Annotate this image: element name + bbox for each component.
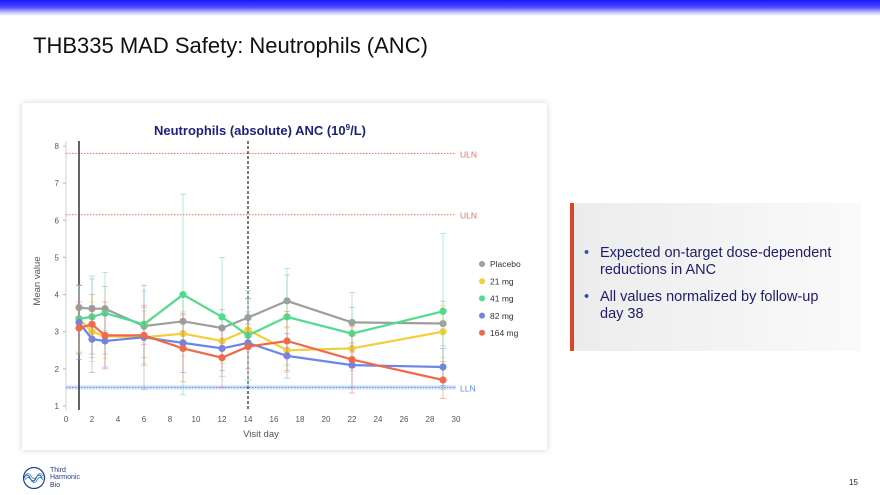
y-axis-label: Mean value <box>32 256 43 305</box>
legend-label: 164 mg <box>490 328 519 338</box>
bullet-2-text: All values normalized by follow-up day 3… <box>600 289 819 322</box>
series-group <box>75 193 447 399</box>
data-point <box>244 342 252 351</box>
logo-line-2: Harmonic <box>50 474 80 482</box>
data-point <box>439 307 447 315</box>
logo-line-3: Bio <box>50 481 61 489</box>
legend-marker <box>479 295 485 302</box>
legend-marker <box>479 278 485 285</box>
y-tick-label: 7 <box>55 179 60 188</box>
key-points-box: • Expected on-target dose-dependent reduc… <box>570 203 861 351</box>
x-tick-label: 28 <box>426 415 435 424</box>
x-tick-label: 6 <box>142 415 147 424</box>
series-line <box>78 323 444 382</box>
data-point <box>283 337 291 345</box>
x-tick-label: 10 <box>192 415 201 424</box>
slide-title: THB335 MAD Safety: Neutrophils (ANC) <box>33 33 428 58</box>
reference-label-uln: ULN <box>460 211 477 221</box>
x-tick-label: 16 <box>270 415 279 424</box>
legend-label: 41 mg <box>490 294 514 304</box>
data-point <box>88 320 96 328</box>
data-point <box>218 313 226 321</box>
reference-label-uln: ULN <box>460 149 477 159</box>
y-tick-label: 8 <box>55 142 60 151</box>
chart-title-end: /L) <box>350 123 366 138</box>
data-point <box>101 331 109 340</box>
data-point <box>75 324 83 332</box>
legend-label: 82 mg <box>490 311 514 321</box>
anc-line-chart: Neutrophils (absolute) ANC (109/L) 12345… <box>32 123 521 440</box>
bullet-2: • All values normalized by follow-up day … <box>584 289 843 323</box>
y-tick-label: 6 <box>55 216 60 225</box>
x-tick-label: 4 <box>116 415 121 424</box>
legend: Placebo 21 mg 41 mg 82 mg 164 mg <box>479 259 521 338</box>
data-point <box>439 376 447 384</box>
legend-marker <box>479 329 485 336</box>
series-line <box>78 293 444 337</box>
harmonic-waves-icon <box>22 466 46 490</box>
page-number: 15 <box>849 478 858 487</box>
reference-lines: ULN ULN LLN <box>66 141 477 410</box>
x-axis-label: Visit day <box>243 429 279 440</box>
data-point <box>179 344 187 353</box>
x-tick-label: 22 <box>348 415 357 424</box>
data-point <box>218 354 226 362</box>
x-tick-label: 12 <box>218 415 227 424</box>
bullet-dot-icon: • <box>584 245 590 261</box>
logo-text: Third Harmonic Bio <box>50 467 80 490</box>
x-tick-label: 2 <box>90 415 95 424</box>
company-logo: Third Harmonic Bio <box>22 466 80 490</box>
chart-title-sup: 9 <box>346 123 351 132</box>
x-tick-label: 24 <box>374 415 383 424</box>
chart-title: Neutrophils (absolute) ANC (109/L) <box>154 123 366 138</box>
x-tick-label: 8 <box>168 415 173 424</box>
bullet-1-text: Expected on-target dose-dependent reduct… <box>600 245 832 278</box>
series-164-mg <box>75 294 447 399</box>
data-point <box>140 331 148 340</box>
logo-line-1: Third <box>50 466 66 474</box>
x-tick-label: 0 <box>64 415 69 424</box>
legend-label: 21 mg <box>490 276 514 286</box>
x-tick-label: 20 <box>322 415 331 424</box>
series-line <box>78 299 444 330</box>
data-point <box>348 355 356 364</box>
x-tick-label: 26 <box>400 415 409 424</box>
bullet-dot-icon: • <box>584 289 590 305</box>
y-tick-label: 3 <box>55 328 60 337</box>
data-point <box>179 290 187 299</box>
x-tick-label: 18 <box>296 415 305 424</box>
legend-marker <box>479 312 485 319</box>
y-tick-label: 4 <box>55 291 60 300</box>
y-tick-label: 1 <box>55 402 60 411</box>
series-line <box>78 321 444 369</box>
x-tick-label: 30 <box>452 415 461 424</box>
top-gradient-bar <box>0 0 880 16</box>
chart-title-main: Neutrophils (absolute) ANC (10 <box>154 123 346 138</box>
y-tick-label: 5 <box>55 253 60 262</box>
bullet-1: • Expected on-target dose-dependent reduc… <box>584 245 843 279</box>
reference-label-lln: LLN <box>460 383 476 393</box>
y-tick-label: 2 <box>55 365 60 374</box>
series-41-mg <box>75 193 447 396</box>
legend-marker <box>479 261 485 267</box>
x-tick-label: 14 <box>244 415 253 424</box>
legend-label: Placebo <box>490 259 521 269</box>
